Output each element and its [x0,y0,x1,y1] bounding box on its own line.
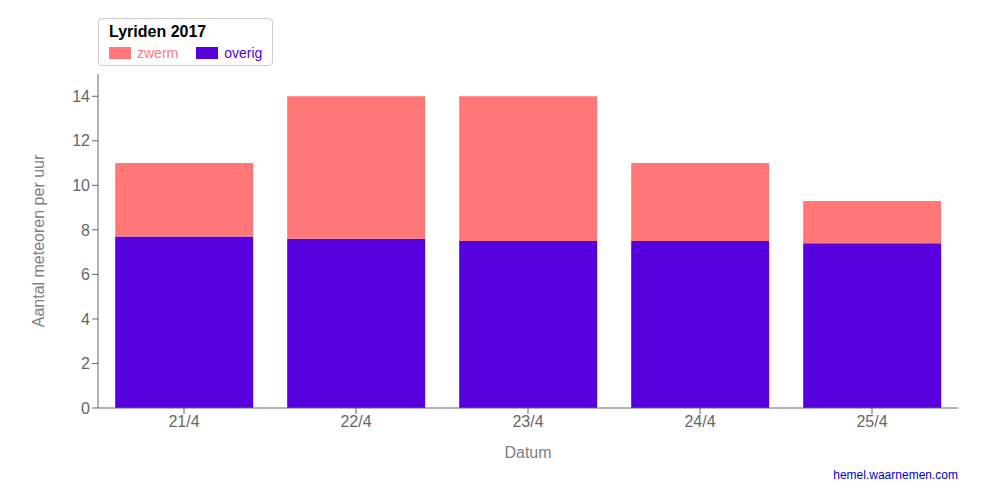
svg-text:25/4: 25/4 [856,413,887,430]
svg-text:24/4: 24/4 [684,413,715,430]
svg-text:22/4: 22/4 [340,413,371,430]
svg-text:Aantal meteoren per uur: Aantal meteoren per uur [30,154,47,327]
svg-text:6: 6 [81,266,90,283]
svg-text:10: 10 [72,177,90,194]
svg-text:8: 8 [81,222,90,239]
svg-text:14: 14 [72,88,90,105]
html-text:overig: overig [224,45,263,61]
svg-text:Datum: Datum [504,444,551,461]
svg-text:23/4: 23/4 [512,413,543,430]
svg-text:2: 2 [81,355,90,372]
html-text:zwerm: zwerm [137,45,179,61]
svg-text:4: 4 [81,311,90,328]
svg-text:0: 0 [81,400,90,417]
svg-text:12: 12 [72,132,90,149]
svg-text:21/4: 21/4 [168,413,199,430]
html-text:Lyriden 2017: Lyriden 2017 [109,23,207,40]
html-text:hemel.waarnemen.com: hemel.waarnemen.com [833,468,958,482]
